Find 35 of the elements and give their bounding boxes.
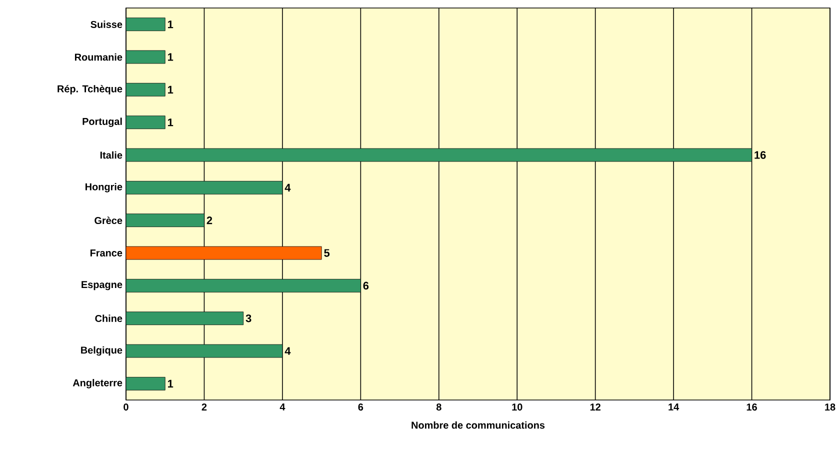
x-tick-label: 8	[436, 404, 442, 411]
y-tick-label: Italie	[100, 151, 122, 159]
x-tick-label: 12	[590, 404, 600, 410]
data-label: 4	[284, 347, 291, 355]
y-tick-label: Angleterre	[72, 379, 122, 388]
y-tick-label: Hongrie	[86, 183, 122, 192]
data-label: 1	[168, 20, 174, 28]
y-tick-label: Suisse	[90, 20, 122, 28]
y-tick-label: Rép. Tchèque	[58, 84, 122, 94]
x-axis-title: Nombre de communications	[412, 421, 545, 429]
data-label: 4	[284, 184, 291, 192]
y-tick-label: Belgique	[81, 346, 122, 356]
y-tick-label: Espagne	[82, 281, 122, 290]
y-tick-label: Portugal	[82, 118, 122, 127]
x-tick-label: 4	[280, 404, 286, 410]
x-tick-label: 14	[668, 404, 680, 410]
x-tick-label: 0	[124, 404, 128, 411]
y-tick-label: Chine	[95, 314, 122, 322]
y-tick-label: Grèce	[94, 216, 122, 224]
x-tick-label: 18	[825, 404, 836, 411]
data-label: 1	[168, 86, 174, 94]
data-label: 1	[168, 380, 174, 388]
y-tick-label: Roumanie	[74, 53, 122, 61]
data-label: 1	[168, 53, 174, 61]
x-tick-label: 6	[358, 404, 364, 411]
x-tick-label: 10	[512, 404, 522, 411]
data-label: 5	[324, 249, 330, 257]
x-tick-label: 2	[202, 404, 207, 410]
data-label: 3	[246, 314, 252, 322]
data-label: 2	[206, 216, 212, 224]
x-tick-label: 16	[746, 404, 757, 411]
data-label: 6	[363, 282, 369, 290]
data-label: 1	[168, 118, 174, 126]
data-label: 16	[754, 151, 766, 159]
y-tick-label: France	[90, 250, 122, 256]
